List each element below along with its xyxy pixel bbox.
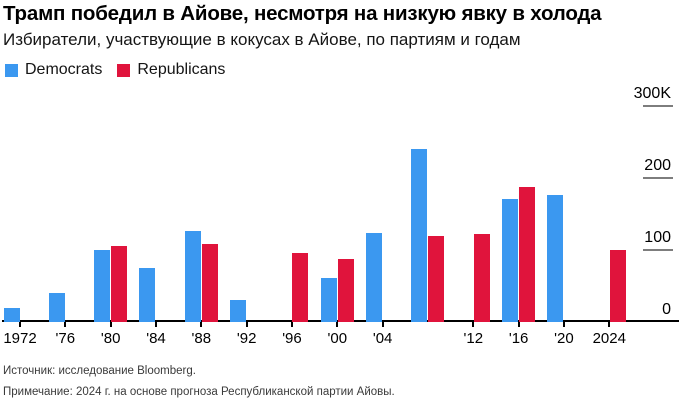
x-axis-label-2024: 2024: [592, 330, 626, 347]
bar-democrats-1972: [3, 307, 20, 322]
bar-republicans-2024: [609, 250, 626, 322]
chart-title: Трамп победил в Айове, несмотря на низку…: [3, 2, 602, 25]
x-tick-2016: [517, 322, 520, 327]
x-tick-2004: [381, 322, 384, 327]
x-axis-label-1980: '80: [100, 330, 121, 347]
x-tick-2012: [472, 322, 475, 327]
x-tick-1984: [154, 322, 157, 327]
y-gridline-300: [643, 104, 673, 108]
y-axis-label-100: 100: [644, 229, 671, 246]
x-tick-1988: [200, 322, 203, 327]
democrats-swatch-icon: [5, 63, 18, 77]
x-tick-1996: [290, 322, 293, 327]
bar-republicans-2016: [519, 187, 536, 322]
x-tick-1972: [19, 322, 21, 327]
bar-republicans-1988: [201, 243, 218, 322]
x-tick-1976: [64, 322, 67, 327]
x-tick-2000: [336, 322, 339, 327]
bar-democrats-1992: [230, 300, 247, 322]
x-axis-label-2004: '04: [372, 330, 393, 347]
legend-label-democrats: Democrats: [25, 61, 103, 78]
x-axis-label-2000: '00: [327, 330, 348, 347]
methodology-note: Примечание: 2024 г. на основе прогноза Р…: [3, 386, 395, 398]
x-axis-label-2016: '16: [508, 330, 529, 347]
x-tick-2024: [608, 322, 611, 327]
bar-republicans-2000: [337, 259, 354, 322]
x-axis-label-1984: '84: [146, 330, 166, 347]
y-axis-label-0: 0: [662, 301, 671, 318]
y-gridline-100: [643, 248, 673, 252]
y-gridline-200: [643, 176, 673, 180]
x-tick-1992: [245, 322, 248, 327]
x-axis-label-2012: '12: [463, 330, 484, 347]
legend-label-republicans: Republicans: [137, 61, 226, 78]
bar-democrats-2004: [366, 232, 383, 322]
x-axis-label-2020: '20: [554, 330, 574, 347]
bar-republicans-1996: [292, 252, 309, 322]
legend-item-democrats: Democrats: [5, 61, 102, 79]
republicans-swatch-icon: [117, 63, 131, 77]
legend: Democrats Republicans: [5, 61, 225, 79]
bar-democrats-2000: [320, 278, 337, 322]
x-axis-label-1992: '92: [236, 330, 257, 347]
x-tick-2020: [562, 322, 565, 327]
chart-subtitle: Избиратели, участвующие в кокусах в Айов…: [3, 30, 521, 49]
x-axis-label-1976: '76: [55, 330, 76, 347]
x-axis-label-1972: 1972: [3, 330, 37, 347]
bar-democrats-2020: [547, 195, 564, 322]
bar-democrats-1976: [48, 293, 65, 322]
x-axis-label-1988: '88: [191, 330, 212, 347]
y-axis-label-300: 300K: [633, 85, 671, 102]
y-axis-label-200: 200: [644, 157, 671, 174]
bar-democrats-1980: [94, 250, 111, 322]
x-axis-label-1996: '96: [282, 330, 302, 347]
x-tick-1980: [109, 322, 112, 327]
source-note: Источник: исследование Bloomberg.: [3, 365, 196, 377]
bar-democrats-1988: [184, 231, 201, 322]
bar-democrats-2016: [502, 198, 519, 322]
bar-republicans-2008: [428, 236, 445, 322]
bar-republicans-2012: [473, 234, 490, 322]
bar-democrats-1984: [139, 268, 156, 322]
bar-republicans-1980: [111, 245, 128, 322]
bar-democrats-2008: [411, 149, 428, 322]
legend-item-republicans: Republicans: [117, 61, 225, 79]
